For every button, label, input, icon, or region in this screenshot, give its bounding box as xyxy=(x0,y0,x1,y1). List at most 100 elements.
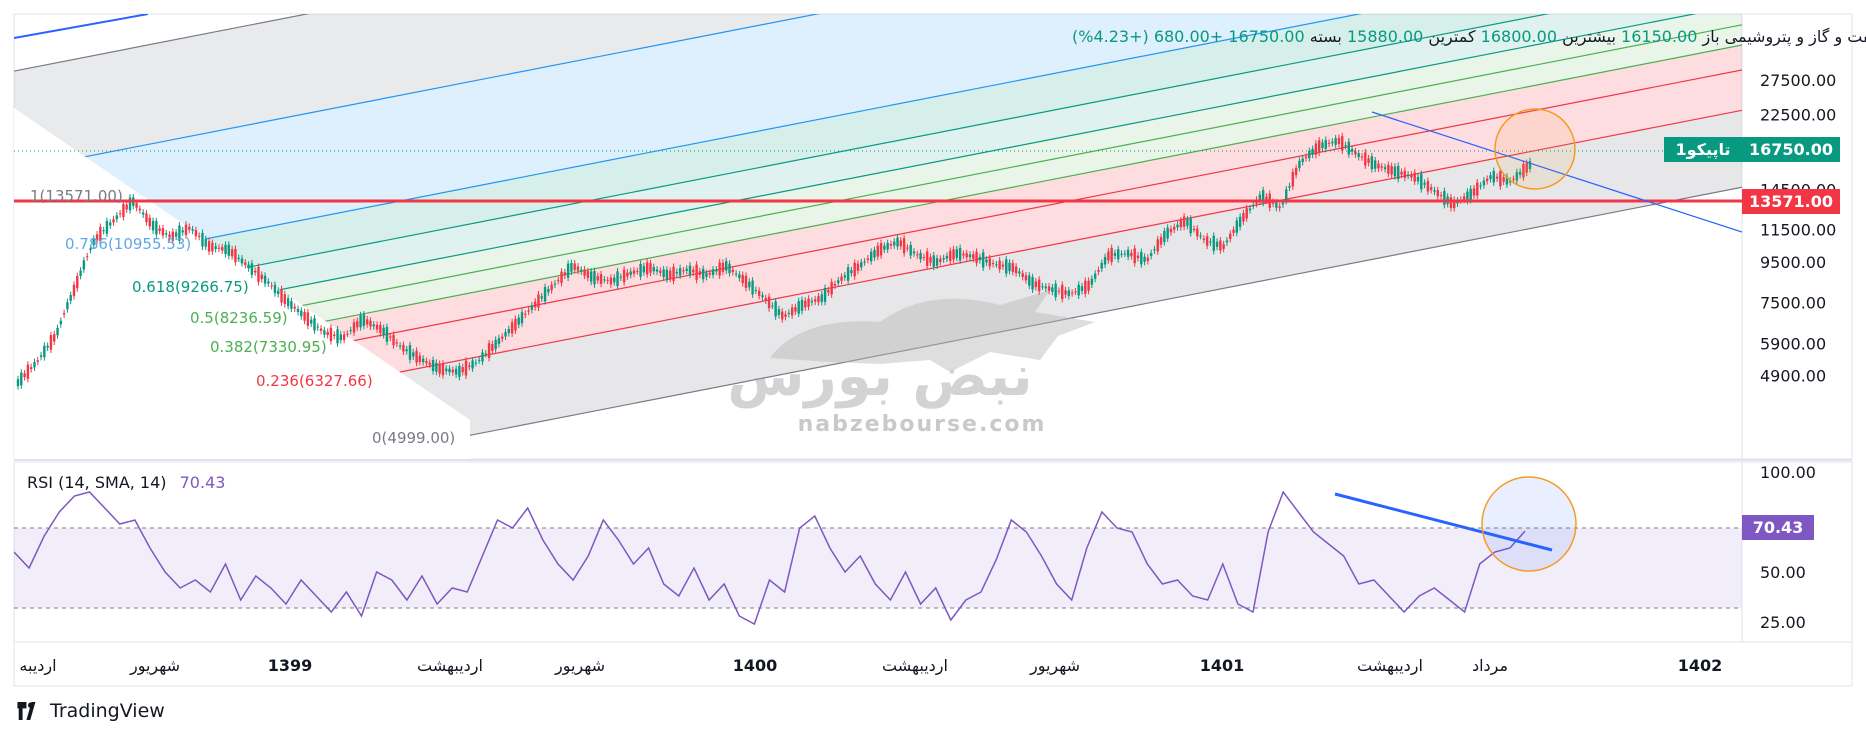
fib-line[interactable] xyxy=(14,186,1742,524)
fib-cut xyxy=(14,108,470,459)
rsi-highlight-circle[interactable] xyxy=(1481,476,1577,572)
close-value: 16750.00 xyxy=(1228,27,1304,46)
time-month-label: مرداد xyxy=(1472,656,1508,676)
fib-line[interactable] xyxy=(14,0,1742,72)
candle-body xyxy=(1212,235,1215,251)
candle-body xyxy=(566,263,570,278)
candle-body xyxy=(267,281,270,284)
rsi-value-tag[interactable]: 70.43 xyxy=(1742,515,1814,540)
candle-body xyxy=(234,248,237,263)
candle-body xyxy=(718,262,721,276)
candle-body xyxy=(145,213,148,223)
candle-body xyxy=(557,280,560,282)
candle-body xyxy=(1275,202,1278,208)
candle-body xyxy=(1011,263,1015,272)
fib-line[interactable] xyxy=(14,0,1742,314)
candle-body xyxy=(1373,160,1377,169)
rsi-pane[interactable] xyxy=(13,461,1743,643)
candle-body xyxy=(629,271,632,275)
candle-body xyxy=(550,284,553,291)
candle-body xyxy=(303,312,306,321)
fib-zone xyxy=(14,44,1742,407)
candle-body xyxy=(59,320,63,325)
candle-body xyxy=(1077,284,1080,296)
highlight-circle[interactable] xyxy=(1494,108,1576,190)
candle-body xyxy=(685,268,688,271)
candle-body xyxy=(906,247,909,249)
candle-body xyxy=(949,250,952,262)
candle-body xyxy=(1301,158,1304,163)
candle-body xyxy=(1390,166,1393,175)
candle-body xyxy=(115,215,119,220)
candle-body xyxy=(1258,194,1262,202)
rsi-tick-label: 25.00 xyxy=(1760,613,1806,632)
candle-body xyxy=(981,252,985,268)
level-price-tag[interactable]: 13571.00 xyxy=(1742,189,1840,214)
candle-body xyxy=(1005,259,1008,274)
rsi-scale[interactable] xyxy=(1741,461,1853,643)
candle-body xyxy=(1047,286,1051,291)
candle-body xyxy=(161,228,165,236)
candle-body xyxy=(1014,266,1018,274)
candle-body xyxy=(1215,241,1219,247)
candle-body xyxy=(79,270,82,276)
rsi-trendline[interactable] xyxy=(1334,492,1553,552)
candle-body xyxy=(379,324,382,334)
price-scale[interactable] xyxy=(1741,13,1853,460)
rsi-tag-value: 70.43 xyxy=(1753,518,1804,537)
candle-body xyxy=(1130,252,1133,257)
candle-body xyxy=(270,285,273,287)
fib-line[interactable] xyxy=(14,0,1742,172)
candle-body xyxy=(356,321,359,328)
candle-body xyxy=(853,262,856,277)
rsi-line[interactable] xyxy=(14,490,1526,626)
candle-body xyxy=(998,260,1001,270)
candle-body xyxy=(484,353,487,355)
upper-trendline[interactable] xyxy=(14,14,149,39)
price-drawings[interactable] xyxy=(14,14,1742,233)
candle-body xyxy=(632,270,636,274)
tradingview-brand[interactable]: TradingView xyxy=(14,700,165,722)
time-scale[interactable] xyxy=(13,641,1853,687)
candle-body xyxy=(540,296,543,299)
fib-line[interactable] xyxy=(14,5,1742,343)
candle-body xyxy=(382,327,385,336)
candle-body xyxy=(547,289,550,293)
price-tick-label: 11500.00 xyxy=(1760,220,1836,239)
fib-level-label: 1(13571.00) xyxy=(30,187,123,205)
candle-body xyxy=(92,238,95,246)
last-price-tag[interactable]: تاپیکو1 16750.00 xyxy=(1664,137,1840,162)
candle-body xyxy=(125,204,128,210)
candle-body xyxy=(952,249,955,260)
candle-body xyxy=(300,310,303,317)
candle-body xyxy=(1479,185,1482,187)
candle-body xyxy=(1205,236,1209,246)
candle-body xyxy=(1443,191,1446,205)
candle-body xyxy=(797,301,800,314)
candle-body xyxy=(29,367,33,370)
price-candles[interactable] xyxy=(16,132,1532,390)
candle-body xyxy=(662,269,665,278)
candle-body xyxy=(1377,163,1380,169)
candle-body xyxy=(1100,262,1103,269)
candle-body xyxy=(448,368,451,373)
candle-body xyxy=(290,301,293,309)
candle-body xyxy=(692,269,695,273)
descending-trendline[interactable] xyxy=(1371,111,1742,233)
candle-body xyxy=(721,262,725,272)
fib-channel[interactable] xyxy=(14,0,1742,524)
candle-body xyxy=(622,269,626,283)
candle-body xyxy=(454,368,458,375)
candle-body xyxy=(563,272,567,276)
candle-body xyxy=(1001,264,1005,267)
candle-body xyxy=(395,342,399,344)
candle-body xyxy=(23,373,26,378)
candle-body xyxy=(919,252,922,260)
fib-line[interactable] xyxy=(14,0,1742,277)
candle-body xyxy=(263,275,267,284)
candle-body xyxy=(1350,148,1354,152)
candle-body xyxy=(603,279,606,281)
candle-body xyxy=(62,313,66,315)
candle-body xyxy=(962,253,965,256)
